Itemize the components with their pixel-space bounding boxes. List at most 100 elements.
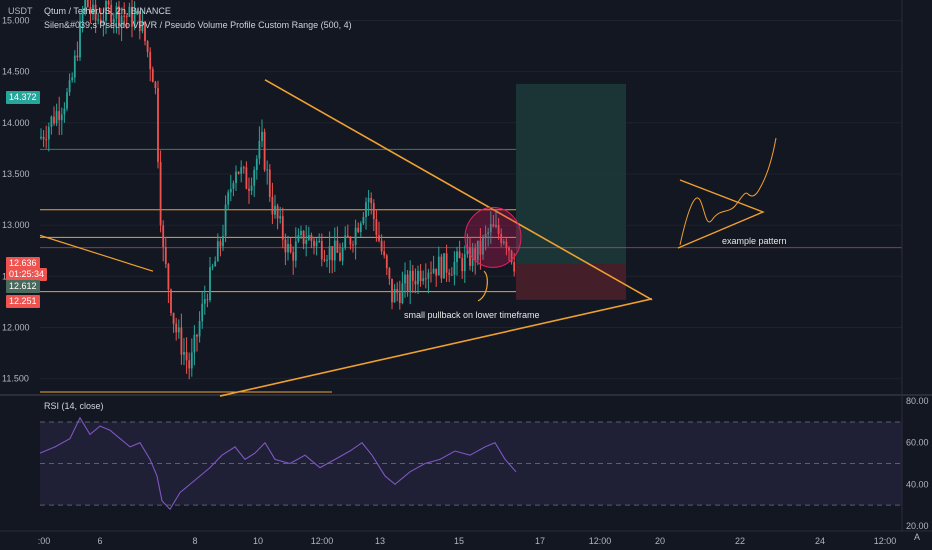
price-tick-label: 13.500 <box>2 169 30 179</box>
candle-body <box>193 334 196 353</box>
candle-body <box>513 262 516 272</box>
candle-body <box>229 188 232 193</box>
candle-body <box>105 0 107 21</box>
candle-body <box>92 4 94 14</box>
candle-body <box>219 241 222 247</box>
entry-price-label: 12.612 <box>6 280 40 293</box>
candle-body <box>406 274 409 291</box>
candle-body <box>372 203 375 220</box>
example-price-path <box>679 137 777 246</box>
upper-trendline <box>264 79 653 301</box>
candle-body <box>463 254 466 272</box>
candle-body <box>133 14 136 27</box>
candle-body <box>42 136 45 140</box>
candle-body <box>281 216 284 240</box>
candle-body <box>245 167 248 189</box>
rsi-line <box>39 416 517 511</box>
candle-body <box>50 116 53 127</box>
time-tick-label: 17 <box>535 536 545 546</box>
target-zone <box>516 83 626 265</box>
candle-body <box>180 327 183 355</box>
candle-body <box>55 111 58 124</box>
candle-body <box>53 116 55 124</box>
candle-body <box>492 224 495 227</box>
candle-body <box>505 241 508 248</box>
stop-price-label: 12.251 <box>6 295 40 308</box>
candle-body <box>162 225 165 248</box>
candle-body <box>404 274 406 284</box>
candle-body <box>344 235 347 249</box>
candle-body <box>448 272 451 275</box>
candle-body <box>271 196 274 215</box>
candle-body <box>183 352 185 355</box>
candle-body <box>341 248 344 261</box>
candle-body <box>120 15 123 26</box>
candle-body <box>47 126 50 140</box>
candle-body <box>232 183 235 189</box>
candle-body <box>365 202 367 218</box>
chart-symbol-title: Qtum / TetherUS, 2h, BINANCE <box>44 6 171 16</box>
candle-body <box>297 235 300 242</box>
candle-body <box>456 251 458 263</box>
countdown-label: 01:25:34 <box>6 268 48 281</box>
candle-body <box>471 248 474 266</box>
rsi-tick-label: 40.00 <box>906 479 929 489</box>
candle-body <box>170 289 172 313</box>
candle-body <box>102 20 105 24</box>
candle-body <box>149 51 152 70</box>
candle-body <box>380 240 383 252</box>
candle-body <box>73 55 76 78</box>
time-tick-label: 13 <box>375 536 385 546</box>
candle-body <box>315 241 318 247</box>
candle-body <box>318 240 321 242</box>
example-triangle <box>677 179 765 249</box>
candle-body <box>222 236 224 247</box>
candle-body <box>177 327 180 333</box>
candle-body <box>71 77 74 81</box>
currency-label: USDT <box>8 6 33 16</box>
candle-body <box>125 16 128 18</box>
candle-body <box>237 171 240 174</box>
price-tick-label: 12.000 <box>2 322 30 332</box>
time-tick-label: 10 <box>253 536 263 546</box>
highlight-ellipse <box>464 206 522 268</box>
candle-body <box>435 268 438 276</box>
candle-body <box>432 268 435 273</box>
candle-body <box>305 240 308 244</box>
auto-scale-button[interactable]: A <box>914 532 921 542</box>
candle-body <box>196 334 198 337</box>
time-tick-label: 12:00 <box>874 536 897 546</box>
candle-body <box>417 270 419 285</box>
candle-body <box>458 251 461 259</box>
candle-body <box>164 247 167 264</box>
candle-body <box>453 262 456 275</box>
candle-body <box>398 292 401 304</box>
rsi-title: RSI (14, close) <box>44 401 104 411</box>
candle-body <box>227 192 230 205</box>
stop-zone <box>516 264 626 300</box>
candle-body <box>500 233 503 244</box>
candle-body <box>141 21 144 32</box>
candle-body <box>383 251 386 256</box>
candle-body <box>151 69 154 83</box>
candle-body <box>258 140 261 159</box>
candle-body <box>370 197 373 204</box>
candle-body <box>107 0 110 5</box>
candle-body <box>349 237 352 245</box>
pullback-annotation: small pullback on lower timeframe <box>404 310 540 320</box>
candle-body <box>414 280 417 285</box>
candle-body <box>185 352 188 361</box>
candle-body <box>284 239 287 253</box>
candle-body <box>235 171 237 184</box>
price-tick-label: 13.000 <box>2 220 30 230</box>
candle-body <box>263 131 266 170</box>
candle-body <box>99 19 102 24</box>
candle-body <box>445 253 448 273</box>
candle-body <box>289 243 292 253</box>
candle-body <box>422 278 425 282</box>
rsi-tick-label: 80.00 <box>906 396 929 406</box>
candle-body <box>310 235 313 241</box>
candle-body <box>391 278 393 303</box>
current-price-label: 12.636 <box>6 257 40 270</box>
